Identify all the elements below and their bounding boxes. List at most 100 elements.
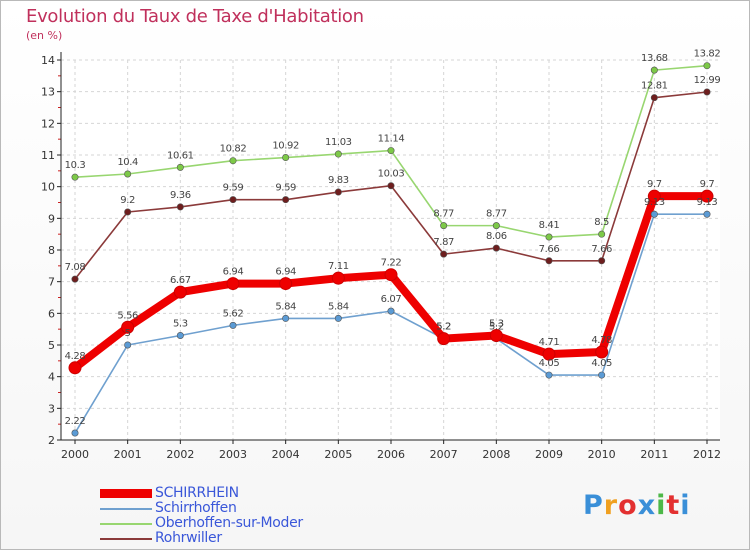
logo-letter: i [656, 490, 667, 521]
data-label-rohrwiller: 9.59 [275, 183, 296, 194]
y-tick-label: 5 [48, 339, 55, 352]
data-point-oberhoffen-sur-moder [124, 170, 132, 178]
legend-swatch-rohrwiller [100, 537, 152, 540]
data-label-rohrwiller: 10.03 [378, 169, 405, 180]
data-label-schirrhoffen: 6.07 [381, 294, 402, 305]
data-point-rohrwiller [71, 275, 79, 283]
data-label-schirrhein: 6.94 [275, 267, 296, 278]
data-point-schirrhein [68, 361, 82, 375]
data-label-oberhoffen-sur-moder: 10.4 [117, 157, 138, 168]
legend-item-schirrhein: SCHIRRHEIN [100, 486, 303, 501]
data-point-rohrwiller [440, 250, 448, 258]
data-point-rohrwiller [703, 88, 711, 96]
data-point-oberhoffen-sur-moder [229, 157, 237, 165]
proxiti-logo: Proxiti [583, 490, 691, 521]
data-label-schirrhein: 6.94 [223, 267, 244, 278]
data-point-oberhoffen-sur-moder [703, 62, 711, 70]
legend-label-schirrhoffen: Schirrhoffen [155, 500, 237, 516]
data-point-schirrhoffen [334, 314, 342, 322]
data-point-schirrhein [437, 332, 451, 346]
data-point-schirrhein [279, 277, 293, 291]
logo-letter: x [637, 490, 657, 521]
data-label-schirrhoffen: 5.2 [489, 322, 504, 333]
y-tick-label: 3 [48, 402, 55, 415]
data-point-oberhoffen-sur-moder [387, 147, 395, 155]
data-point-rohrwiller [545, 257, 553, 265]
data-label-rohrwiller: 7.87 [433, 237, 454, 248]
data-label-schirrhoffen: 2.22 [65, 416, 86, 427]
x-tick-label: 2000 [61, 448, 89, 461]
data-label-schirrhoffen: 5.84 [328, 301, 349, 312]
logo-letter: P [583, 490, 604, 521]
x-tick-label: 2010 [588, 448, 616, 461]
y-tick-label: 9 [48, 212, 55, 225]
data-point-oberhoffen-sur-moder [440, 222, 448, 230]
data-point-rohrwiller [229, 196, 237, 204]
x-tick-label: 2002 [166, 448, 194, 461]
data-point-rohrwiller [650, 94, 658, 102]
data-point-schirrhoffen [703, 210, 711, 218]
data-label-oberhoffen-sur-moder: 10.82 [220, 144, 247, 155]
legend-item-oberhoffen: Oberhoffen-sur-Moder [100, 516, 303, 531]
data-point-schirrhoffen [176, 331, 184, 339]
chart-title: Evolution du Taux de Taxe d'Habitation [26, 6, 364, 27]
data-point-rohrwiller [492, 244, 500, 252]
x-tick-label: 2006 [377, 448, 405, 461]
data-label-oberhoffen-sur-moder: 10.3 [65, 160, 86, 171]
data-point-schirrhein [384, 268, 398, 282]
data-label-schirrhoffen: 5 [125, 328, 131, 339]
data-label-rohrwiller: 7.66 [591, 244, 612, 255]
data-label-schirrhoffen: 5.3 [173, 319, 188, 330]
data-point-schirrhoffen [71, 429, 79, 437]
y-tick-label: 2 [48, 434, 55, 447]
data-label-rohrwiller: 9.59 [223, 183, 244, 194]
data-label-rohrwiller: 7.08 [65, 262, 86, 273]
data-point-rohrwiller [598, 257, 606, 265]
data-label-schirrhein: 9.7 [647, 179, 662, 190]
data-point-schirrhein [173, 285, 187, 299]
data-point-schirrhein [647, 189, 661, 203]
data-point-oberhoffen-sur-moder [598, 230, 606, 238]
data-label-schirrhoffen: 5.62 [223, 308, 244, 319]
logo-letter: o [618, 490, 638, 521]
data-point-schirrhoffen [598, 371, 606, 379]
y-tick-label: 7 [48, 276, 55, 289]
data-point-schirrhein [489, 329, 503, 342]
data-label-schirrhoffen: 4.05 [539, 358, 560, 369]
data-label-oberhoffen-sur-moder: 11.03 [325, 137, 352, 148]
data-point-schirrhein [542, 347, 556, 361]
data-label-oberhoffen-sur-moder: 10.92 [272, 141, 299, 152]
x-tick-label: 2007 [430, 448, 458, 461]
logo-letter: i [680, 490, 691, 521]
data-point-rohrwiller [282, 196, 290, 204]
data-label-schirrhein: 4.71 [539, 337, 560, 348]
data-label-rohrwiller: 12.99 [694, 75, 721, 86]
y-tick-label: 10 [41, 181, 55, 194]
legend-label-rohrwiller: Rohrwiller [155, 530, 222, 546]
data-point-schirrhoffen [282, 314, 290, 322]
x-tick-label: 2012 [693, 448, 721, 461]
data-label-schirrhein: 6.67 [170, 275, 191, 286]
data-label-schirrhein: 5.2 [436, 322, 451, 333]
data-label-schirrhein: 5.56 [117, 310, 138, 321]
y-tick-label: 13 [41, 86, 55, 99]
logo-letter: r [603, 490, 619, 521]
data-point-rohrwiller [124, 208, 132, 216]
x-tick-label: 2004 [272, 448, 300, 461]
data-label-oberhoffen-sur-moder: 8.5 [594, 217, 609, 228]
data-label-schirrhoffen: 9.13 [644, 197, 665, 208]
y-tick-label: 12 [41, 117, 55, 130]
data-point-oberhoffen-sur-moder [176, 163, 184, 171]
data-label-rohrwiller: 9.2 [120, 195, 135, 206]
data-label-schirrhein: 9.7 [700, 179, 715, 190]
y-tick-label: 4 [48, 371, 55, 384]
data-point-schirrhein [700, 189, 714, 203]
data-point-rohrwiller [387, 182, 395, 190]
data-label-rohrwiller: 8.06 [486, 231, 507, 242]
data-point-oberhoffen-sur-moder [650, 66, 658, 74]
legend-swatch-oberhoffen [100, 522, 152, 525]
chart-subtitle: (en %) [26, 29, 63, 42]
data-label-schirrhein: 4.78 [591, 335, 612, 346]
data-label-oberhoffen-sur-moder: 10.61 [167, 150, 194, 161]
